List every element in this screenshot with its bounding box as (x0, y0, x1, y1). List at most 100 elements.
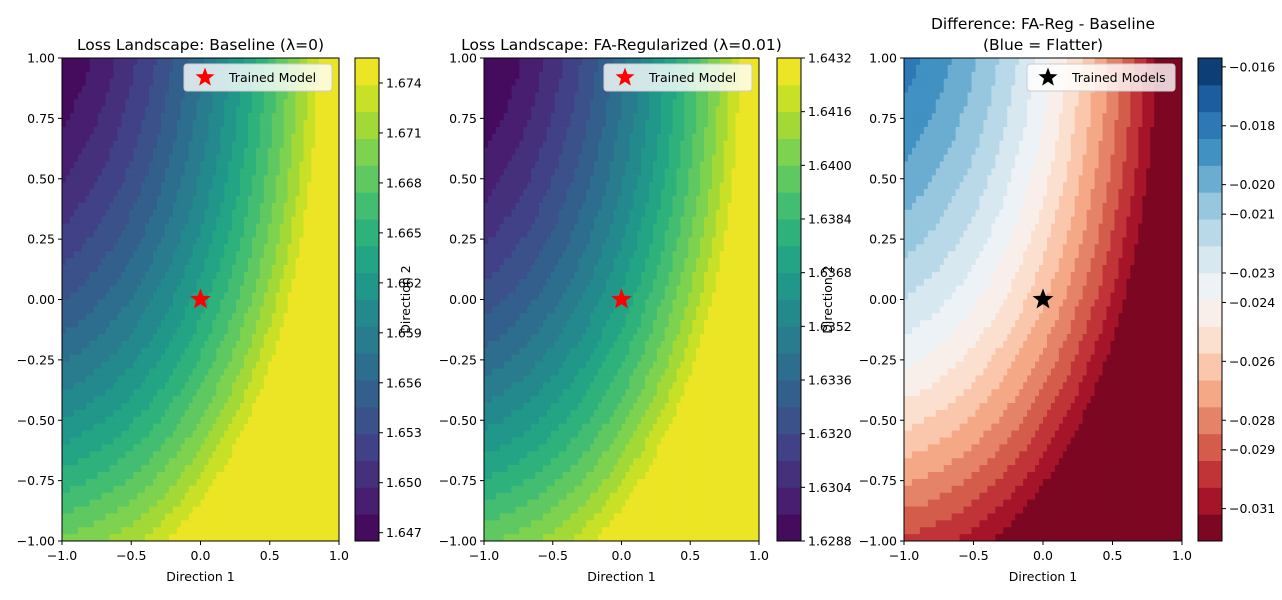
colorbar-tick-label: 1.647 (386, 525, 422, 540)
colorbar-band (777, 138, 801, 166)
x-tick-label: −0.5 (538, 548, 568, 563)
colorbar-band (355, 353, 379, 381)
colorbar-band (777, 380, 801, 408)
x-axis-label: Direction 1 (1009, 569, 1077, 584)
colorbar-tick-label: 1.653 (386, 425, 422, 440)
x-tick-label: 0.0 (191, 548, 211, 563)
y-tick-label: −1.00 (17, 534, 55, 549)
x-tick-label: 0.5 (1103, 548, 1123, 563)
x-tick-label: −0.5 (116, 548, 146, 563)
colorbar-band (777, 487, 801, 515)
y-tick-label: 0.25 (449, 232, 477, 247)
colorbar-band (1198, 272, 1222, 300)
y-tick-label: −0.25 (17, 352, 55, 367)
colorbar-tick-label: 1.6416 (808, 104, 852, 119)
colorbar-tick-label: 1.656 (386, 375, 422, 390)
colorbar-band (1198, 406, 1222, 435)
colorbar-tick-label: 1.6288 (808, 534, 852, 549)
colorbar-band (777, 433, 801, 461)
y-tick-label: −0.50 (859, 413, 897, 428)
y-tick-label: −0.75 (439, 473, 477, 488)
chart-panel-3: −1.0 −0.5 0.0 0.5 1.0 1.00 0.75 0.50 0.25 0.00 −0.… (859, 15, 1276, 584)
colorbar-tick-label: 1.665 (386, 225, 422, 240)
legend: Trained Model (183, 63, 333, 92)
colorbar-frame (776, 57, 802, 542)
colorbar-band (777, 192, 801, 220)
y-tick-label: −0.75 (859, 473, 897, 488)
colorbar-tick-label: 1.6432 (808, 51, 852, 66)
colorbar-tick-label: 1.6336 (808, 373, 852, 388)
y-tick-label: −0.75 (17, 473, 55, 488)
y-tick-label: 0.25 (27, 232, 55, 247)
legend-star-icon (615, 67, 635, 86)
y-tick-label: 0.25 (869, 232, 897, 247)
y-tick-label: 0.50 (27, 171, 55, 186)
colorbar-tick-label: −0.028 (1229, 413, 1275, 428)
colorbar-band (1198, 460, 1222, 488)
colorbar-tick-label: −0.021 (1229, 207, 1275, 222)
colorbar-tick-label: −0.018 (1229, 118, 1275, 133)
colorbar: −0.016 −0.018 −0.020 −0.021 −0.023 −0.024 −0.0… (1197, 57, 1275, 542)
x-axis-label: Direction 1 (166, 569, 234, 584)
colorbar-tick-label: −0.029 (1229, 442, 1275, 457)
colorbar-tick-label: 1.674 (386, 75, 422, 90)
colorbar-frame (354, 57, 380, 542)
colorbar-band (355, 192, 379, 220)
y-tick-label: 1.00 (449, 51, 477, 66)
colorbar-frame (1197, 57, 1223, 542)
y-axis-label: Direction 2 (398, 265, 413, 333)
chart-panel-1: −1.0 −0.5 0.0 0.5 1.0 1.00 0.75 0.50 0.25 0.00 −0.… (17, 36, 422, 584)
colorbar-band (355, 245, 379, 274)
colorbar-tick-label: 1.671 (386, 125, 422, 140)
colorbar-band (355, 219, 379, 247)
x-tick-label: −0.5 (958, 548, 988, 563)
colorbar-tick-label: −0.016 (1229, 59, 1275, 74)
colorbar-tick-label: −0.023 (1229, 265, 1275, 280)
colorbar-tick-label: 1.6400 (808, 158, 852, 173)
legend-label: Trained Models (1071, 70, 1166, 85)
y-tick-label: −0.50 (17, 413, 55, 428)
colorbar-tick-label: 1.6368 (808, 265, 852, 280)
legend-star-icon (1038, 67, 1058, 86)
colorbar-tick-label: 1.6304 (808, 480, 852, 495)
colorbar-band (355, 326, 379, 354)
y-tick-label: 0.00 (27, 292, 55, 307)
chart-panel-2: −1.0 −0.5 0.0 0.5 1.0 1.00 0.75 0.50 0.25 0.00 −0.… (439, 36, 852, 584)
contour-surface (904, 58, 1182, 541)
legend-box (183, 63, 333, 92)
colorbar-tick-label: −0.026 (1229, 354, 1275, 369)
colorbar-band (1198, 353, 1222, 381)
legend-label: Trained Model (228, 70, 316, 85)
colorbar-band (777, 353, 801, 381)
colorbar-band (777, 165, 801, 193)
colorbar-band (777, 58, 801, 86)
legend: Trained Model (603, 63, 753, 92)
colorbar-band (1198, 299, 1222, 327)
colorbar-band (355, 514, 379, 542)
chart-subtitle: (Blue = Flatter) (983, 36, 1103, 54)
colorbar-band (1198, 245, 1222, 274)
colorbar-band (355, 58, 379, 86)
colorbar-band (1198, 380, 1222, 408)
colorbar-tick-label: −0.020 (1229, 177, 1275, 192)
y-tick-label: 1.00 (27, 51, 55, 66)
y-tick-label: −1.00 (859, 534, 897, 549)
colorbar-tick-label: 1.659 (386, 325, 422, 340)
legend-box (1026, 63, 1176, 92)
trained-model-marker (1032, 288, 1054, 309)
colorbar-band (1198, 165, 1222, 193)
colorbar-tick-label: 1.6320 (808, 426, 852, 441)
colorbar-band (777, 326, 801, 354)
colorbar-band (1198, 514, 1222, 542)
colorbar-tick-label: −0.024 (1229, 295, 1275, 310)
colorbar-band (355, 84, 379, 113)
colorbar-band (355, 433, 379, 461)
y-tick-label: 1.00 (869, 51, 897, 66)
legend-label: Trained Model (648, 70, 736, 85)
x-tick-label: 0.0 (612, 548, 632, 563)
chart-title: Difference: FA-Reg - Baseline (931, 15, 1155, 33)
colorbar-band (777, 272, 801, 300)
x-tick-label: 0.5 (680, 548, 700, 563)
colorbar-band (355, 111, 379, 139)
